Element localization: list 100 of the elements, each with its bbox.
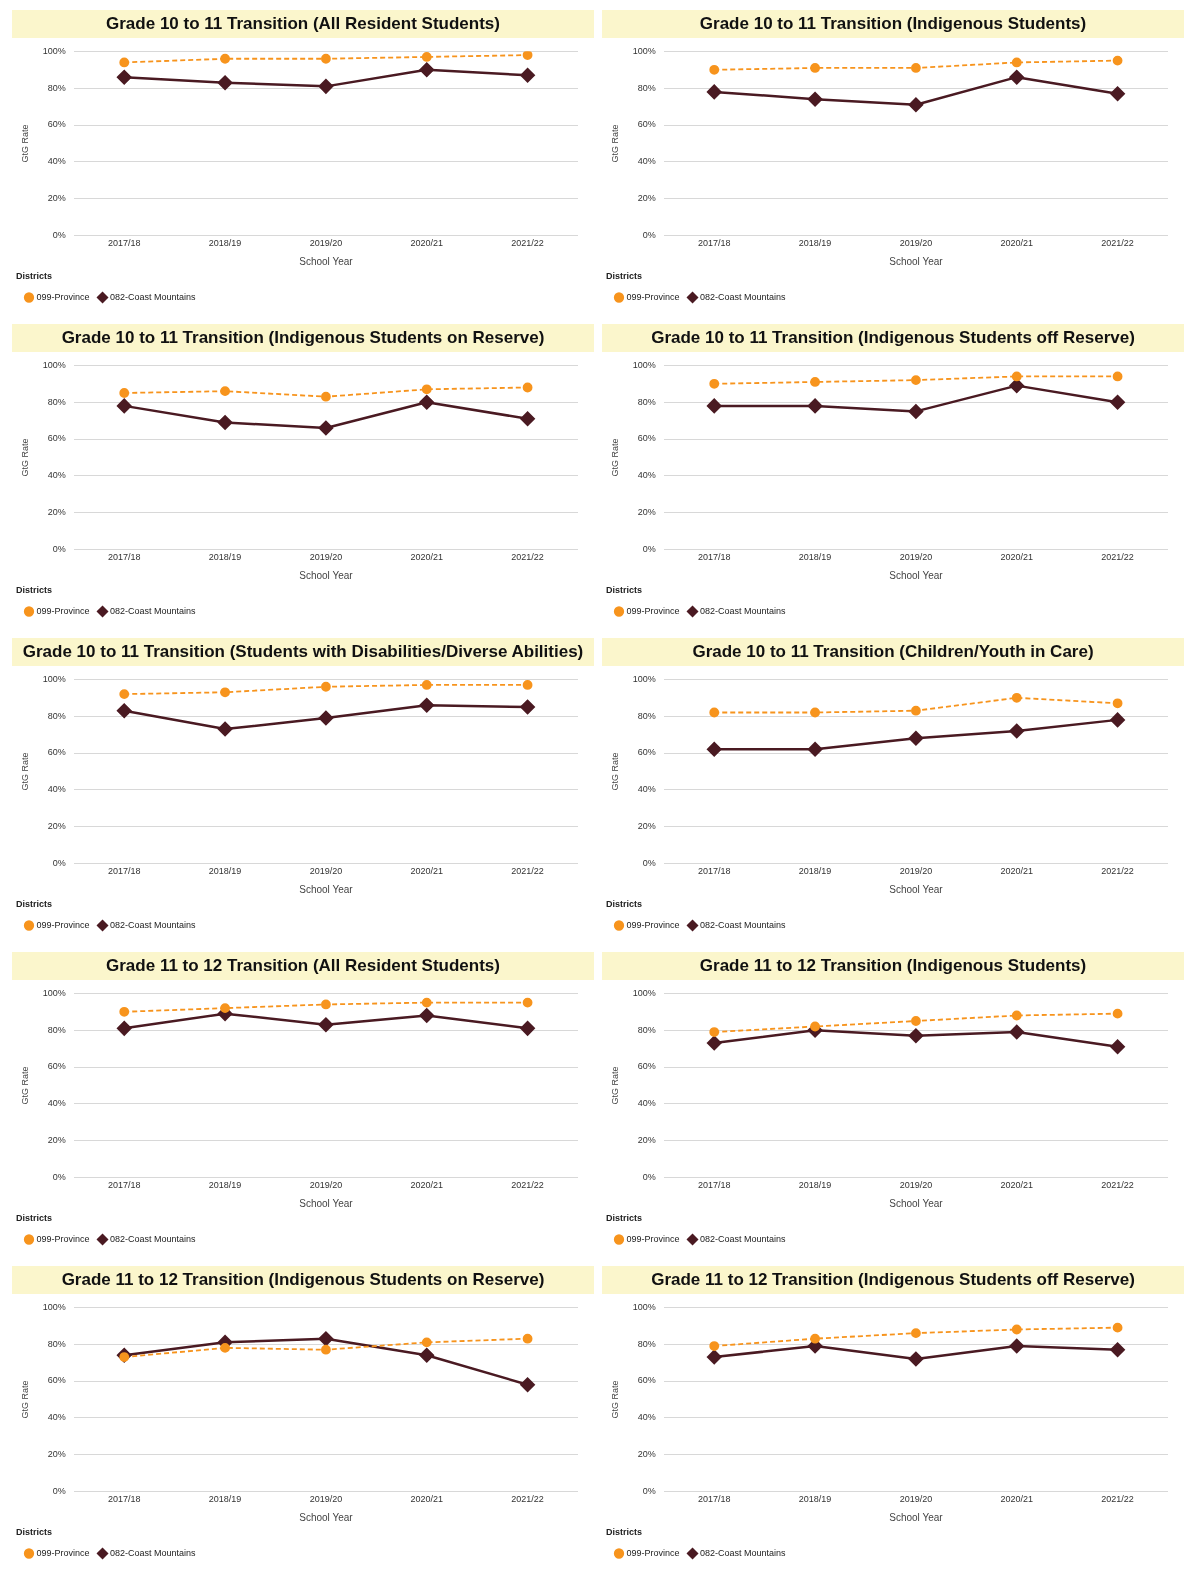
legend-label: 082-Coast Mountains [110, 919, 197, 930]
y-tick-label: 80% [637, 396, 656, 407]
y-axis-title: GtG Rate [609, 438, 620, 477]
y-tick-label: 60% [637, 1375, 656, 1386]
legend-title: Districts [606, 585, 643, 596]
x-tick-label: 2017/18 [697, 866, 731, 877]
x-axis-title: School Year [299, 569, 354, 581]
y-axis-title: GtG Rate [19, 1066, 30, 1105]
y-axis-title: GtG Rate [609, 752, 620, 791]
legend-title: Districts [606, 1527, 643, 1538]
x-tick-label: 2017/18 [697, 1494, 731, 1505]
y-tick-label: 60% [47, 119, 66, 130]
x-tick-label: 2018/19 [798, 552, 832, 563]
x-tick-label: 2021/22 [511, 1180, 544, 1191]
legend-label: 082-Coast Mountains [700, 919, 787, 930]
x-tick-label: 2020/21 [1000, 1180, 1034, 1191]
y-tick-label: 40% [47, 470, 66, 481]
y-tick-label: 20% [47, 821, 66, 832]
legend-label: 099-Province [626, 1233, 680, 1244]
x-tick-label: 2019/20 [899, 238, 933, 249]
y-tick-label: 0% [642, 1171, 656, 1182]
x-tick-label: 2021/22 [1101, 1494, 1134, 1505]
y-tick-label: 40% [47, 156, 66, 167]
x-tick-label: 2018/19 [798, 1180, 832, 1191]
y-tick-label: 0% [52, 1171, 66, 1182]
chart-title: Grade 11 to 12 Transition (Indigenous Students off Reserve) [602, 1266, 1184, 1294]
chart-title: Grade 11 to 12 Transition (Indigenous Students) [602, 952, 1184, 980]
y-tick-label: 60% [47, 433, 66, 444]
chart-title: Grade 10 to 11 Transition (Indigenous Students off Reserve) [602, 324, 1184, 352]
x-tick-label: 2019/20 [899, 552, 933, 563]
y-tick-label: 20% [47, 1449, 66, 1460]
y-tick-label: 80% [637, 1024, 656, 1035]
x-tick-label: 2021/22 [511, 238, 544, 249]
y-tick-label: 20% [47, 507, 66, 518]
legend-label: 082-Coast Mountains [110, 291, 197, 302]
x-tick-label: 2020/21 [410, 552, 444, 563]
y-tick-label: 40% [637, 1412, 656, 1423]
x-tick-label: 2020/21 [410, 866, 444, 877]
legend-label: 082-Coast Mountains [700, 1547, 787, 1558]
legend-label: 099-Province [36, 291, 90, 302]
legend-title: Districts [16, 1213, 53, 1224]
x-tick-label: 2019/20 [309, 866, 343, 877]
y-tick-label: 0% [642, 857, 656, 868]
x-tick-label: 2021/22 [1101, 238, 1134, 249]
y-tick-label: 80% [47, 396, 66, 407]
chart-title: Grade 10 to 11 Transition (All Resident Students) [12, 10, 594, 38]
y-tick-label: 0% [52, 543, 66, 554]
x-tick-label: 2021/22 [511, 866, 544, 877]
x-tick-label: 2018/19 [208, 866, 242, 877]
x-axis-title: School Year [299, 883, 354, 895]
y-tick-label: 100% [42, 673, 66, 684]
y-tick-label: 80% [47, 82, 66, 93]
chart-title: Grade 11 to 12 Transition (All Resident Students) [12, 952, 594, 980]
legend-title: Districts [16, 271, 53, 282]
legend-label: 082-Coast Mountains [110, 605, 197, 616]
y-tick-label: 100% [42, 45, 66, 56]
x-tick-label: 2018/19 [208, 1494, 242, 1505]
x-tick-label: 2019/20 [899, 1494, 933, 1505]
x-tick-label: 2021/22 [511, 1494, 544, 1505]
y-tick-label: 100% [42, 1301, 66, 1312]
legend-title: Districts [606, 899, 643, 910]
legend-label: 082-Coast Mountains [700, 605, 787, 616]
y-tick-label: 20% [637, 821, 656, 832]
y-tick-label: 0% [52, 1485, 66, 1496]
y-axis-title: GtG Rate [19, 438, 30, 477]
x-axis-title: School Year [299, 255, 354, 267]
legend-label: 099-Province [36, 919, 90, 930]
y-tick-label: 60% [47, 747, 66, 758]
y-tick-label: 0% [642, 543, 656, 554]
x-tick-label: 2017/18 [107, 552, 141, 563]
x-tick-label: 2018/19 [208, 238, 242, 249]
y-tick-label: 40% [637, 156, 656, 167]
x-tick-label: 2017/18 [107, 1180, 141, 1191]
x-tick-label: 2019/20 [309, 238, 343, 249]
legend-label: 082-Coast Mountains [110, 1547, 197, 1558]
x-axis-title: School Year [889, 883, 944, 895]
y-tick-label: 20% [637, 1135, 656, 1146]
y-axis-title: GtG Rate [19, 124, 30, 163]
x-tick-label: 2017/18 [697, 1180, 731, 1191]
x-tick-label: 2018/19 [208, 552, 242, 563]
legend-title: Districts [16, 899, 53, 910]
chart-title: Grade 11 to 12 Transition (Indigenous Students on Reserve) [12, 1266, 594, 1294]
x-axis-title: School Year [299, 1511, 354, 1523]
legend-label: 099-Province [36, 605, 90, 616]
legend-title: Districts [16, 585, 53, 596]
y-tick-label: 100% [632, 359, 656, 370]
legend-label: 082-Coast Mountains [700, 1233, 787, 1244]
x-tick-label: 2018/19 [798, 866, 832, 877]
y-tick-label: 60% [637, 433, 656, 444]
x-tick-label: 2019/20 [309, 1180, 343, 1191]
legend-label: 099-Province [36, 1233, 90, 1244]
x-tick-label: 2021/22 [1101, 552, 1134, 563]
x-axis-title: School Year [889, 255, 944, 267]
y-tick-label: 80% [47, 1024, 66, 1035]
y-axis-title: GtG Rate [609, 124, 620, 163]
y-tick-label: 100% [632, 1301, 656, 1312]
x-tick-label: 2019/20 [899, 1180, 933, 1191]
x-tick-label: 2017/18 [697, 238, 731, 249]
y-tick-label: 0% [642, 1485, 656, 1496]
y-tick-label: 40% [47, 784, 66, 795]
